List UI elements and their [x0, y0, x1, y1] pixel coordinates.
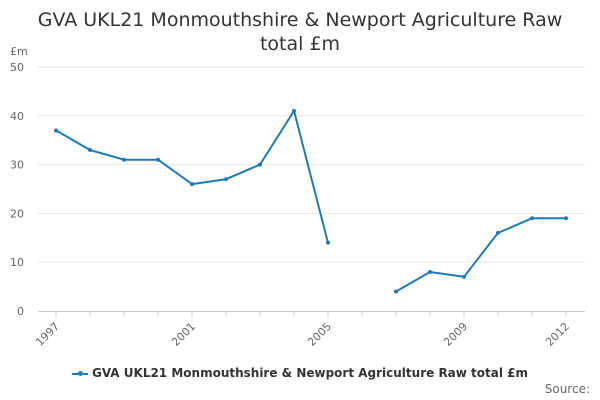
data-point-2002[interactable] — [224, 177, 228, 182]
x-tick-label-2005: 2005 — [305, 320, 334, 349]
y-unit-label: £m — [10, 45, 28, 58]
x-tick-label-2009: 2009 — [441, 320, 470, 349]
data-point-2000[interactable] — [156, 157, 160, 162]
data-point-1999[interactable] — [122, 157, 126, 162]
data-point-1997[interactable] — [54, 128, 58, 133]
source-label: Source: — [544, 382, 590, 396]
data-point-2009[interactable] — [462, 274, 466, 279]
chart-title-line-1: GVA UKL21 Monmouthshire & Newport Agricu… — [37, 9, 563, 31]
data-point-2008[interactable] — [428, 269, 432, 274]
series-layer — [54, 108, 568, 294]
y-tick-label-30: 30 — [10, 159, 24, 172]
legend-swatch-icon — [71, 370, 88, 376]
x-tick-label-1997: 1997 — [33, 320, 62, 349]
data-point-2001[interactable] — [190, 182, 194, 187]
y-tick-label-20: 20 — [10, 207, 24, 220]
data-point-2011[interactable] — [530, 216, 534, 221]
data-point-2003[interactable] — [258, 162, 262, 167]
series-line-0 — [55, 109, 567, 293]
y-tick-label-50: 50 — [10, 61, 24, 74]
data-point-2004[interactable] — [292, 108, 296, 113]
chart-title-line-2: total £m — [259, 33, 341, 55]
chart-title: GVA UKL21 Monmouthshire & Newport Agricu… — [0, 8, 600, 56]
x-tick-label-2001: 2001 — [169, 320, 198, 349]
data-point-2012[interactable] — [564, 216, 568, 221]
axis-layer: 0 10 20 30 40 50 £m 1997 2001 2005 2009 2012 — [10, 45, 585, 349]
data-point-2007[interactable] — [394, 289, 398, 294]
y-tick-label-40: 40 — [10, 110, 24, 123]
data-point-2005[interactable] — [326, 240, 330, 245]
y-tick-label-0: 0 — [17, 305, 24, 318]
legend-label: GVA UKL21 Monmouthshire & Newport Agricu… — [91, 366, 528, 380]
x-tick-label-2012: 2012 — [543, 320, 572, 349]
y-tick-label-10: 10 — [10, 256, 24, 269]
legend[interactable]: GVA UKL21 Monmouthshire & Newport Agricu… — [0, 366, 600, 380]
grid-layer — [38, 66, 585, 263]
data-point-2010[interactable] — [496, 230, 500, 235]
data-point-1998[interactable] — [88, 147, 92, 152]
